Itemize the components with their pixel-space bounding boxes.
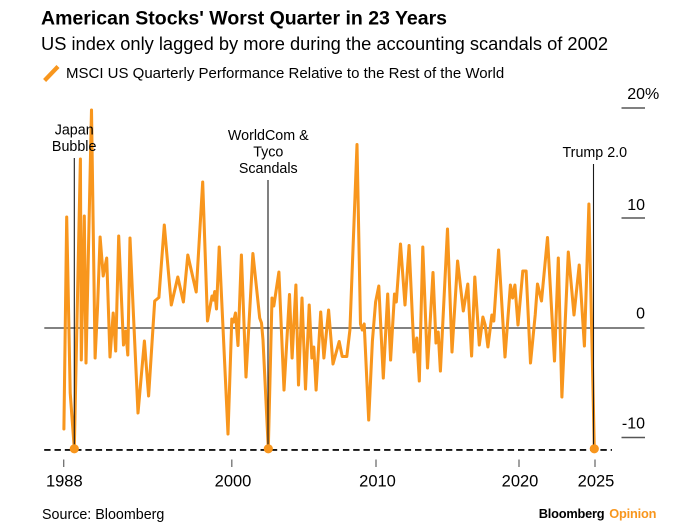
svg-text:Japan: Japan — [55, 123, 94, 139]
svg-text:Bubble: Bubble — [52, 139, 97, 155]
svg-text:2020: 2020 — [502, 473, 539, 491]
svg-text:20: 20 — [627, 86, 645, 103]
svg-text:2025: 2025 — [578, 473, 615, 491]
svg-text:0: 0 — [636, 306, 645, 323]
svg-text:WorldCom &: WorldCom & — [228, 128, 309, 144]
svg-text:2010: 2010 — [359, 473, 396, 491]
svg-text:Scandals: Scandals — [239, 161, 298, 177]
svg-text:-10: -10 — [622, 416, 645, 433]
svg-text:US index only lagged by more d: US index only lagged by more during the … — [41, 33, 608, 54]
svg-text:Trump 2.0: Trump 2.0 — [562, 145, 627, 161]
svg-text:Bloomberg Opinion: Bloomberg Opinion — [539, 506, 657, 521]
svg-text:1988: 1988 — [46, 473, 83, 491]
svg-text:American Stocks' Worst Quarter: American Stocks' Worst Quarter in 23 Yea… — [41, 8, 447, 30]
svg-text:2000: 2000 — [215, 473, 252, 491]
svg-text:%: % — [645, 86, 659, 103]
svg-text:MSCI US Quarterly Performance: MSCI US Quarterly Performance Relative t… — [66, 65, 504, 82]
svg-text:Tyco: Tyco — [253, 145, 283, 161]
svg-text:Source: Bloomberg: Source: Bloomberg — [42, 507, 164, 523]
svg-text:10: 10 — [627, 197, 645, 214]
